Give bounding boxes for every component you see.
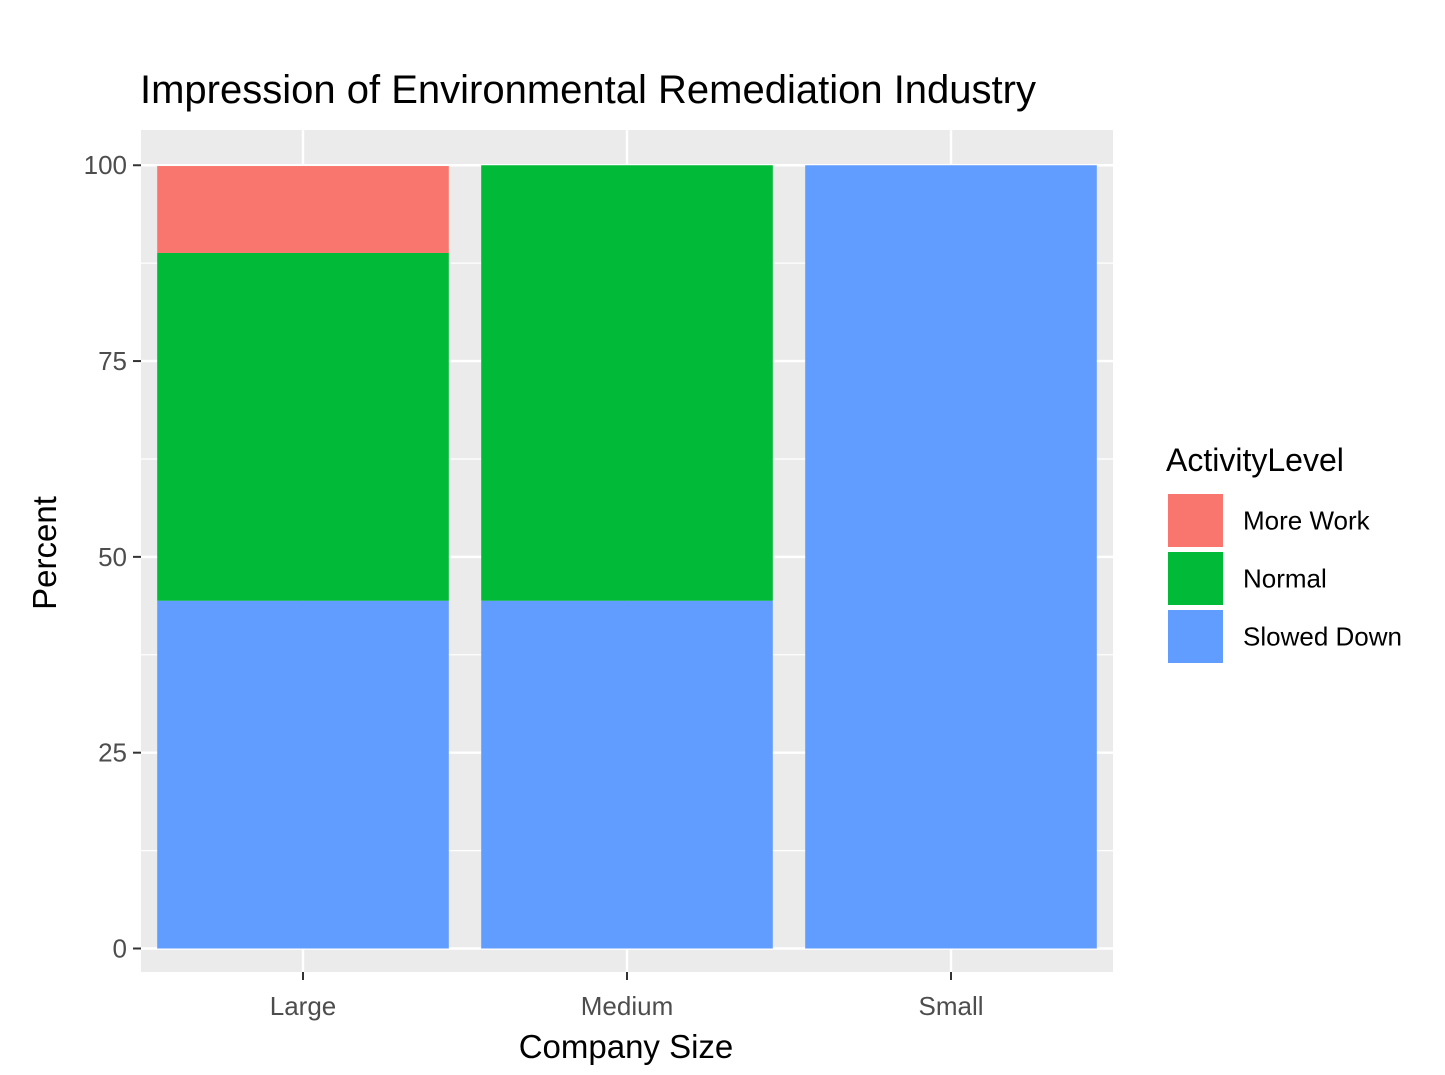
legend-label: More Work [1243, 506, 1371, 536]
y-axis-title: Percent [26, 496, 63, 610]
y-axis: 0 25 50 75 100 [84, 150, 141, 964]
bar-segment [157, 600, 449, 949]
bar-segment [481, 600, 773, 949]
legend-label: Slowed Down [1243, 622, 1402, 652]
y-tick-label: 0 [113, 934, 127, 964]
y-tick-label: 75 [98, 346, 127, 376]
x-axis: Large Medium Small [270, 972, 984, 1021]
legend-key [1168, 610, 1223, 663]
bar-segment [157, 166, 449, 253]
bar-segment [805, 165, 1097, 949]
chart-title: Impression of Environmental Remediation … [140, 68, 1036, 112]
x-axis-title: Company Size [519, 1028, 734, 1065]
y-tick-label: 25 [98, 738, 127, 768]
y-tick-label: 50 [98, 542, 127, 572]
legend-title: ActivityLevel [1166, 442, 1344, 478]
x-tick-label: Medium [581, 991, 673, 1021]
legend-key [1168, 552, 1223, 605]
bars [157, 165, 1097, 949]
legend-label: Normal [1243, 564, 1327, 594]
y-tick-label: 100 [84, 150, 127, 180]
x-tick-label: Large [270, 991, 337, 1021]
bar-segment [481, 165, 773, 601]
bar-segment [157, 252, 449, 601]
x-tick-label: Small [918, 991, 983, 1021]
legend: ActivityLevel More Work Normal Slowed Down [1166, 442, 1402, 663]
legend-key [1168, 494, 1223, 547]
